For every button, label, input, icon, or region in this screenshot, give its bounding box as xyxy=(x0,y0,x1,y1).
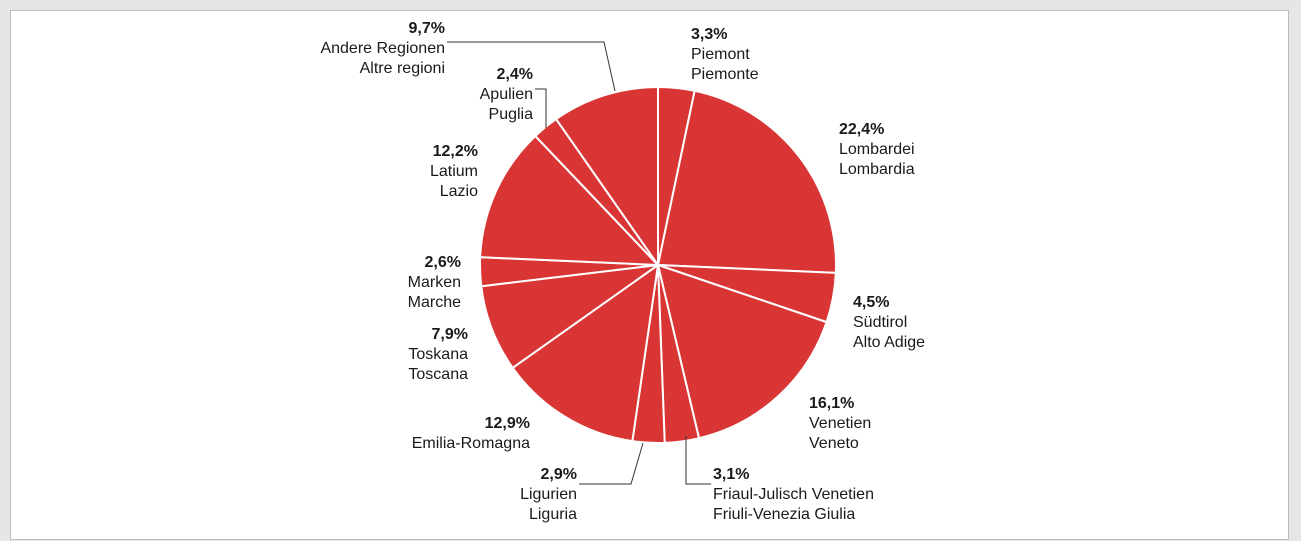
slice-label-marken: 2,6% Marken Marche xyxy=(408,254,461,311)
pie-slice-lombardei xyxy=(657,89,837,274)
slice-percent-marken: 2,6% xyxy=(425,254,461,271)
slice-name-latium-1: Lazio xyxy=(440,183,478,200)
slice-name-latium-0: Latium xyxy=(430,163,478,180)
slice-percent-ligurien: 2,9% xyxy=(541,466,577,483)
slice-labels: 3,3% Piemont Piemonte 22,4% Lombardei Lombard… xyxy=(320,20,925,523)
slice-label-toskana: 7,9% Toskana Toscana xyxy=(408,326,468,383)
slice-percent-toskana: 7,9% xyxy=(432,326,468,343)
leader-line-andere xyxy=(447,41,616,92)
slice-name-piemont-0: Piemont xyxy=(691,46,750,63)
slice-label-friaul: 3,1% Friaul-Julisch Venetien Friuli-Venezi… xyxy=(713,466,874,523)
pie-slices xyxy=(479,86,837,444)
pie-slice-venetien xyxy=(657,264,828,440)
slice-label-latium: 12,2% Latium Lazio xyxy=(430,143,478,200)
slice-name-piemont-1: Piemonte xyxy=(691,66,759,83)
slice-percent-suedtirol: 4,5% xyxy=(853,294,889,311)
slice-name-venetien-1: Veneto xyxy=(809,435,859,452)
leader-line-apulien xyxy=(535,88,547,128)
slice-name-ligurien-0: Ligurien xyxy=(520,486,577,503)
slice-name-andere-0: Andere Regionen xyxy=(320,40,445,57)
pie-slice-emilia xyxy=(511,264,659,443)
slice-label-andere: 9,7% Andere Regionen Altre regioni xyxy=(320,20,445,77)
slice-label-emilia: 12,9% Emilia-Romagna xyxy=(412,415,530,452)
slice-label-venetien: 16,1% Venetien Veneto xyxy=(809,395,871,452)
slice-name-lombardei-0: Lombardei xyxy=(839,141,915,158)
slice-percent-latium: 12,2% xyxy=(433,143,478,160)
slice-name-suedtirol-0: Südtirol xyxy=(853,314,907,331)
slice-name-apulien-1: Puglia xyxy=(489,106,534,123)
leader-line-ligurien xyxy=(579,442,644,485)
leader-lines xyxy=(447,41,711,485)
slice-name-venetien-0: Venetien xyxy=(809,415,871,432)
pie-slice-latium xyxy=(479,135,659,266)
slice-percent-piemont: 3,3% xyxy=(691,26,727,43)
slice-name-emilia-0: Emilia-Romagna xyxy=(412,435,530,452)
slice-name-friaul-1: Friuli-Venezia Giulia xyxy=(713,506,855,523)
chart-frame: 3,3% Piemont Piemonte 22,4% Lombardei Lombard… xyxy=(10,10,1289,540)
slice-label-ligurien: 2,9% Ligurien Liguria xyxy=(520,466,577,523)
slice-name-suedtirol-1: Alto Adige xyxy=(853,334,925,351)
slice-name-lombardei-1: Lombardia xyxy=(839,161,915,178)
slice-percent-lombardei: 22,4% xyxy=(839,121,884,138)
slice-percent-andere: 9,7% xyxy=(409,20,445,37)
slice-name-andere-1: Altre regioni xyxy=(360,60,445,77)
slice-name-marken-1: Marche xyxy=(408,294,461,311)
slice-name-toskana-1: Toscana xyxy=(408,366,468,383)
slice-name-apulien-0: Apulien xyxy=(480,86,533,103)
slice-name-marken-0: Marken xyxy=(408,274,461,291)
slice-percent-emilia: 12,9% xyxy=(485,415,530,432)
slice-label-piemont: 3,3% Piemont Piemonte xyxy=(691,26,759,83)
slice-percent-friaul: 3,1% xyxy=(713,466,749,483)
leader-line-friaul xyxy=(685,436,711,485)
pie-slice-andere xyxy=(555,86,659,266)
slice-percent-apulien: 2,4% xyxy=(497,66,533,83)
slice-label-suedtirol: 4,5% Südtirol Alto Adige xyxy=(853,294,925,351)
slice-label-apulien: 2,4% Apulien Puglia xyxy=(480,66,533,123)
pie-chart: 3,3% Piemont Piemonte 22,4% Lombardei Lombard… xyxy=(320,20,925,523)
slice-label-lombardei: 22,4% Lombardei Lombardia xyxy=(839,121,915,178)
slice-name-friaul-0: Friaul-Julisch Venetien xyxy=(713,486,874,503)
slice-name-ligurien-1: Liguria xyxy=(529,506,577,523)
slice-name-toskana-0: Toskana xyxy=(408,346,468,363)
slice-percent-venetien: 16,1% xyxy=(809,395,854,412)
